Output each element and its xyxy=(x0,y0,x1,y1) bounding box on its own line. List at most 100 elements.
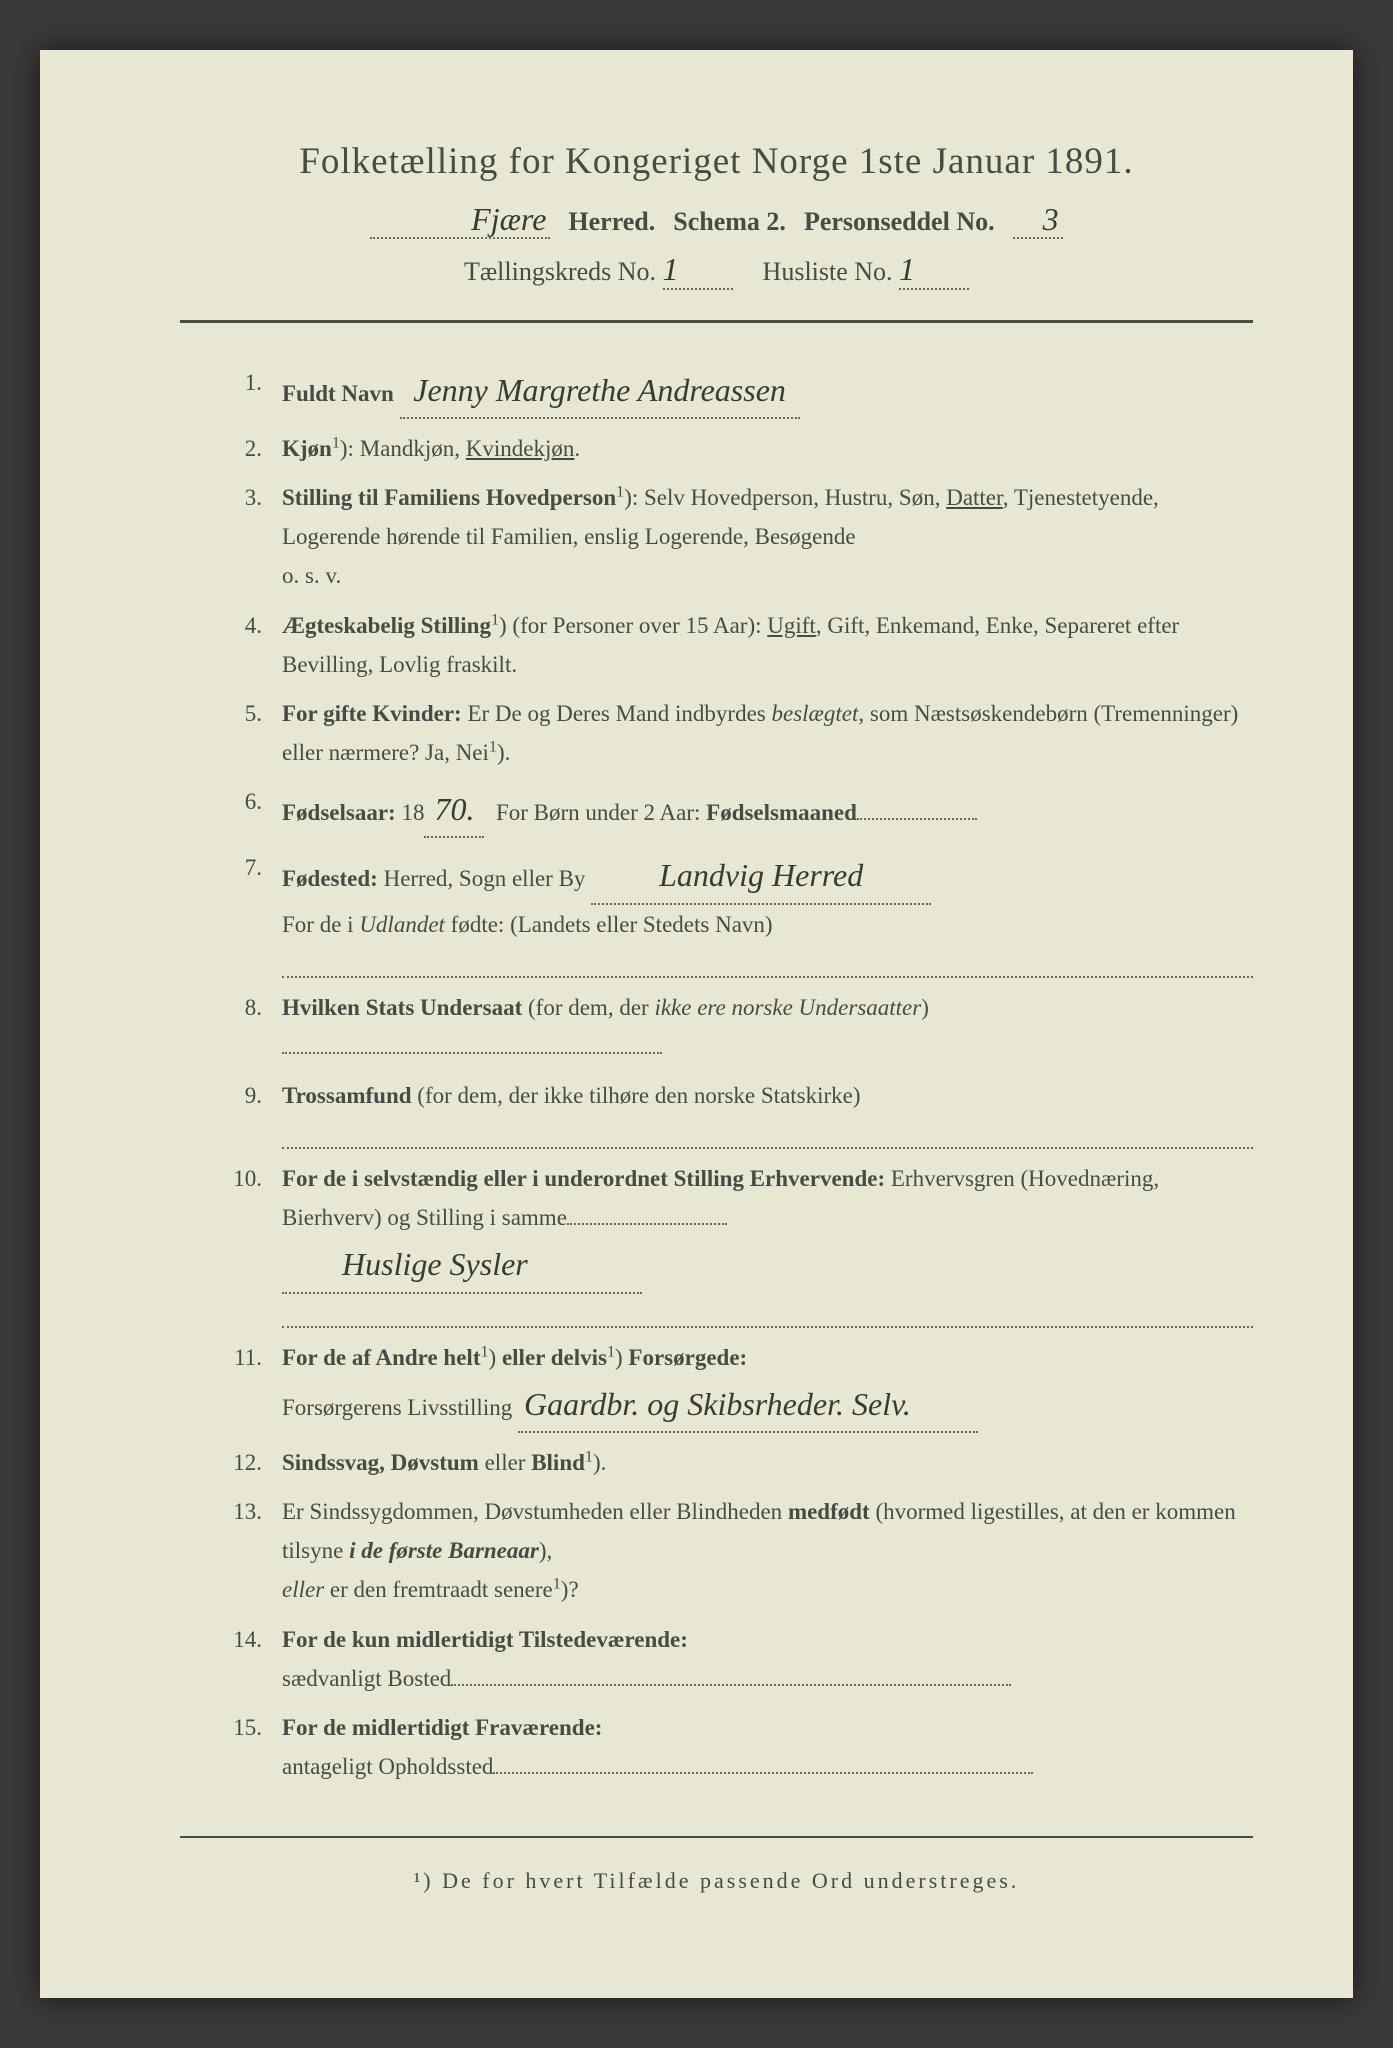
q13: 13. Er Sindssygdommen, Døvstumheden elle… xyxy=(220,1492,1253,1609)
q1-num: 1. xyxy=(220,363,262,402)
q13-t4: er den fremtraadt senere xyxy=(330,1577,553,1602)
personseddel-label: Personseddel No. xyxy=(804,207,995,237)
question-list: 1. Fuldt Navn Jenny Margrethe Andreassen… xyxy=(180,363,1253,1786)
q6-month xyxy=(857,818,977,820)
q13-t3: ), xyxy=(539,1538,552,1563)
q10-num: 10. xyxy=(220,1159,262,1198)
q9-label: Trossamfund xyxy=(282,1083,412,1108)
q13-t1: Er Sindssygdommen, Døvstumheden eller Bl… xyxy=(282,1499,782,1524)
q15: 15. For de midlertidigt Fraværende: anta… xyxy=(220,1708,1253,1786)
kreds-label: Tællingskreds No. xyxy=(464,257,656,286)
census-form-page: Folketælling for Kongeriget Norge 1ste J… xyxy=(40,50,1353,1998)
q3-etc: o. s. v. xyxy=(282,563,341,588)
q8-num: 8. xyxy=(220,988,262,1027)
q13-num: 13. xyxy=(220,1492,262,1531)
kreds-no: 1 xyxy=(663,251,733,289)
q15-num: 15. xyxy=(220,1708,262,1747)
q11-value: Gaardbr. og Skibsrheder. Selv. xyxy=(518,1377,978,1433)
q8: 8. Hvilken Stats Undersaat (for dem, der… xyxy=(220,988,1253,1066)
q6-year: 70. xyxy=(424,782,484,838)
q5-label: For gifte Kvinder: xyxy=(282,701,462,726)
q12-l1: Sindssvag, Døvstum xyxy=(282,1450,479,1475)
q2: 2. Kjøn1): Mandkjøn, Kvindekjøn. xyxy=(220,429,1253,468)
q14: 14. For de kun midlertidigt Tilstedevære… xyxy=(220,1620,1253,1698)
q7-udlandet: Udlandet xyxy=(359,912,445,937)
herred-value: Fjære xyxy=(370,201,550,239)
q4: 4. Ægteskabelig Stilling1) (for Personer… xyxy=(220,606,1253,684)
q12: 12. Sindssvag, Døvstum eller Blind1). xyxy=(220,1443,1253,1482)
q7-t1: Herred, Sogn eller By xyxy=(384,866,586,891)
q11-l2: eller delvis xyxy=(502,1345,607,1370)
form-title: Folketælling for Kongeriget Norge 1ste J… xyxy=(180,140,1253,183)
q1-label: Fuldt Navn xyxy=(282,381,394,406)
q8-paren: (for dem, der xyxy=(528,995,649,1020)
q15-blank xyxy=(493,1772,1033,1774)
q9-num: 9. xyxy=(220,1076,262,1115)
q10-value: Huslige Sysler xyxy=(282,1237,642,1293)
q7-value: Landvig Herred xyxy=(591,848,931,904)
q8-label: Hvilken Stats Undersaat xyxy=(282,995,522,1020)
q10: 10. For de i selvstændig eller i underor… xyxy=(220,1159,1253,1328)
q14-text: sædvanligt Bosted xyxy=(282,1666,451,1691)
q10-label: For de i selvstændig eller i underordnet… xyxy=(282,1166,885,1191)
q3-num: 3. xyxy=(220,478,262,517)
q11-text: Forsørgerens Livsstilling xyxy=(282,1395,512,1420)
q11-l1: For de af Andre helt xyxy=(282,1345,480,1370)
personseddel-no: 3 xyxy=(1013,201,1063,239)
q1: 1. Fuldt Navn Jenny Margrethe Andreassen xyxy=(220,363,1253,419)
q2-label: Kjøn xyxy=(282,436,332,461)
q2-selected: Kvindekjøn xyxy=(466,436,575,461)
q9-text: (for dem, der ikke tilhøre den norske St… xyxy=(417,1083,860,1108)
q14-num: 14. xyxy=(220,1620,262,1659)
q7-num: 7. xyxy=(220,848,262,887)
herred-label: Herred. xyxy=(568,207,655,237)
q5: 5. For gifte Kvinder: Er De og Deres Man… xyxy=(220,694,1253,772)
herred-row: Fjære Herred. Schema 2. Personseddel No.… xyxy=(180,201,1253,239)
husliste-label: Husliste No. xyxy=(763,257,893,286)
q7-t3: fødte: (Landets eller Stedets Navn) xyxy=(451,912,773,937)
q6: 6. Fødselsaar: 1870. For Børn under 2 Aa… xyxy=(220,782,1253,838)
q6-label2: Fødselsmaaned xyxy=(706,800,857,825)
q4-selected: Ugift xyxy=(767,613,816,638)
q13-ide: i de første Barneaar xyxy=(349,1538,539,1563)
divider-top xyxy=(180,320,1253,323)
q11-num: 11. xyxy=(220,1338,262,1377)
q3-label: Stilling til Familiens Hovedperson xyxy=(282,485,616,510)
q10-blank2 xyxy=(282,1302,1253,1328)
q13-eller: eller xyxy=(282,1577,324,1602)
q3: 3. Stilling til Familiens Hovedperson1):… xyxy=(220,478,1253,595)
q11-l3: Forsørgede: xyxy=(628,1345,747,1370)
q1-value: Jenny Margrethe Andreassen xyxy=(400,363,800,419)
q5-num: 5. xyxy=(220,694,262,733)
q5-t1: Er De og Deres Mand indbyrdes xyxy=(467,701,765,726)
q9-blank xyxy=(282,1123,1253,1149)
q6-century: 18 xyxy=(401,800,424,825)
q4-num: 4. xyxy=(220,606,262,645)
q6-num: 6. xyxy=(220,782,262,821)
q15-text: antageligt Opholdssted xyxy=(282,1754,493,1779)
schema-label: Schema 2. xyxy=(673,207,786,237)
q6-label: Fødselsaar: xyxy=(282,800,396,825)
q14-blank xyxy=(451,1684,1011,1686)
q13-medfodt: medfødt xyxy=(788,1499,870,1524)
q9: 9. Trossamfund (for dem, der ikke tilhør… xyxy=(220,1076,1253,1149)
q15-label: For de midlertidigt Fraværende: xyxy=(282,1715,602,1740)
husliste-no: 1 xyxy=(899,251,969,289)
q12-l2: Blind xyxy=(531,1450,585,1475)
divider-bottom xyxy=(180,1836,1253,1838)
q12-num: 12. xyxy=(220,1443,262,1482)
q2-num: 2. xyxy=(220,429,262,468)
q3-selected: Datter xyxy=(946,485,1003,510)
q14-label: For de kun midlertidigt Tilstedeværende: xyxy=(282,1627,688,1652)
q7-blank xyxy=(282,952,1253,978)
q8-ikke: ikke ere norske Undersaatter xyxy=(654,995,921,1020)
q6-t2: For Børn under 2 Aar: xyxy=(496,800,700,825)
kreds-row: Tællingskreds No. 1 Husliste No. 1 xyxy=(180,251,1253,289)
q7: 7. Fødested: Herred, Sogn eller By Landv… xyxy=(220,848,1253,977)
q7-label: Fødested: xyxy=(282,866,378,891)
q5-beslaegtet: beslægtet, xyxy=(771,701,864,726)
q4-paren: (for Personer over 15 Aar): xyxy=(512,613,761,638)
q4-label: Ægteskabelig Stilling xyxy=(282,613,491,638)
q8-blank xyxy=(282,1052,662,1054)
footnote: ¹) De for hvert Tilfælde passende Ord un… xyxy=(180,1868,1253,1894)
